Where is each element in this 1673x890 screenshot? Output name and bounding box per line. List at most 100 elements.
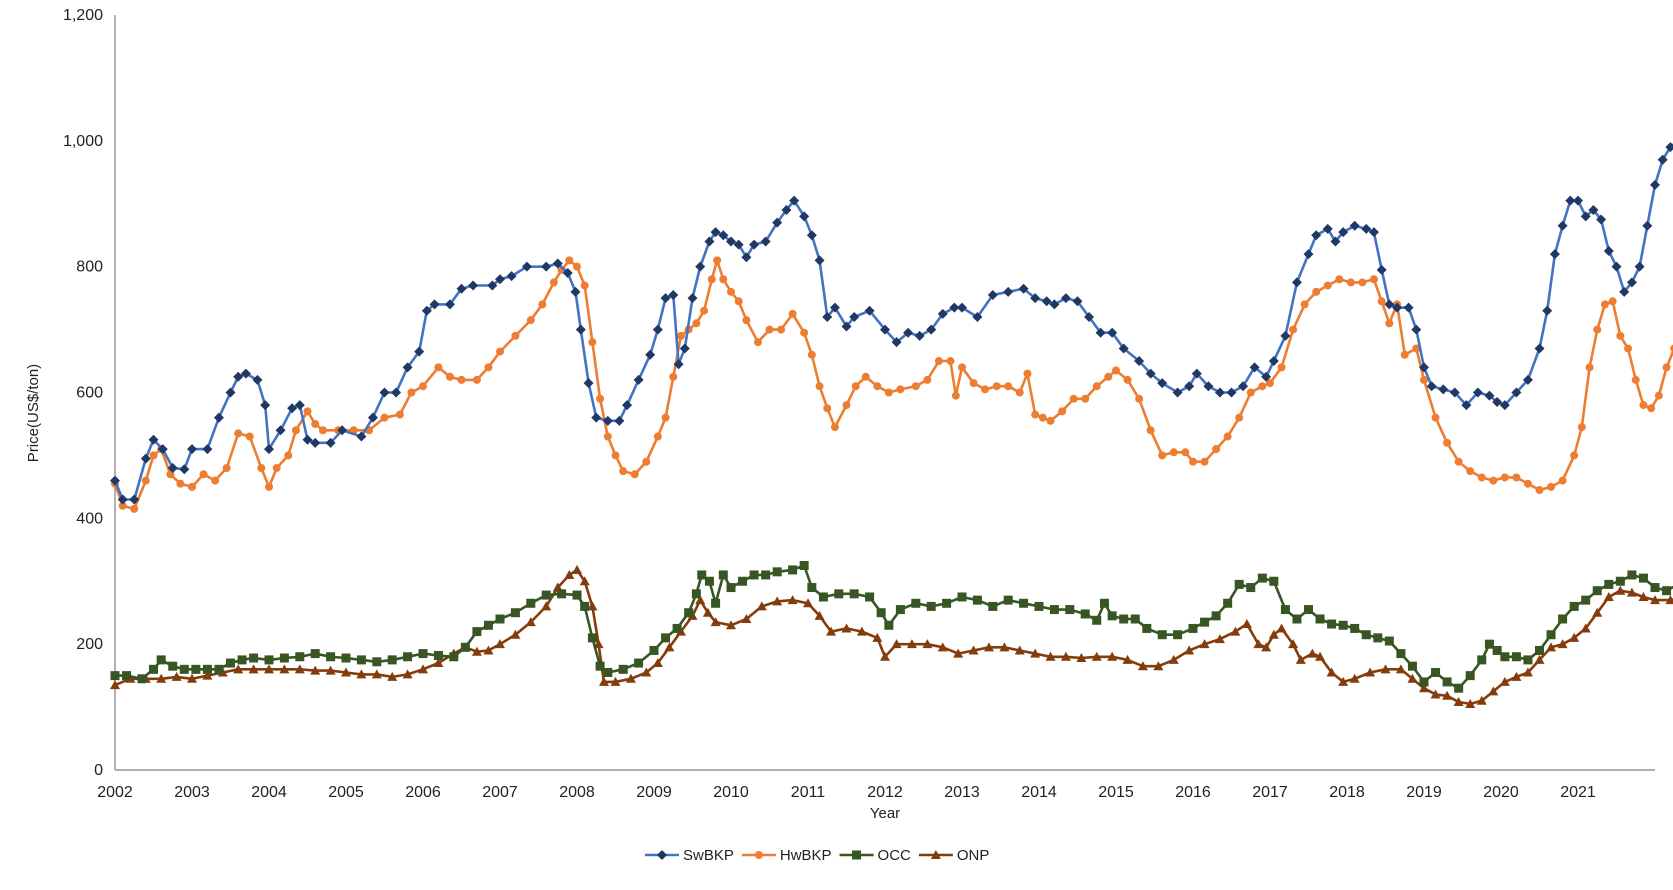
data-point-occ	[495, 614, 505, 624]
data-point-onp	[1453, 697, 1464, 707]
data-point-swbkp	[167, 463, 178, 473]
data-point-hwbkp	[1377, 297, 1386, 306]
data-point-swbkp	[1403, 302, 1414, 313]
data-point-hwbkp	[1647, 404, 1656, 413]
data-point-hwbkp	[596, 394, 605, 403]
data-point-swbkp	[1499, 400, 1510, 411]
data-point-swbkp	[402, 362, 413, 373]
data-point-hwbkp	[1489, 476, 1498, 485]
data-point-swbkp	[325, 437, 336, 448]
data-point-onp	[587, 601, 598, 611]
data-point-occ	[1484, 639, 1494, 649]
data-point-hwbkp	[1420, 375, 1428, 384]
y-tick-label: 400	[76, 510, 103, 527]
data-point-swbkp	[1472, 387, 1483, 398]
data-point-swbkp	[225, 387, 236, 398]
x-tick-label: 2008	[559, 784, 595, 801]
data-point-swbkp	[781, 205, 792, 216]
data-point-occ	[1373, 633, 1383, 643]
data-point-hwbkp	[1212, 445, 1221, 454]
data-point-hwbkp	[1046, 416, 1055, 425]
data-point-occ	[1234, 579, 1244, 589]
data-point-swbkp	[1191, 368, 1202, 379]
data-point-swbkp	[1611, 261, 1622, 272]
data-point-swbkp	[444, 299, 455, 310]
data-point-hwbkp	[318, 426, 327, 435]
data-point-swbkp	[294, 400, 305, 411]
data-point-occ	[1080, 609, 1090, 619]
data-point-swbkp	[1203, 381, 1214, 392]
data-point-onp	[1315, 651, 1326, 661]
data-point-hwbkp	[727, 287, 735, 296]
data-point-swbkp	[1107, 327, 1118, 338]
data-point-occ	[865, 592, 875, 602]
data-point-swbkp	[179, 464, 190, 475]
data-point-occ	[697, 570, 707, 580]
y-tick-label: 800	[76, 259, 103, 276]
data-point-swbkp	[733, 239, 744, 250]
data-point-occ	[572, 590, 582, 600]
data-point-swbkp	[187, 444, 197, 455]
data-point-occ	[449, 652, 459, 662]
data-point-swbkp	[652, 324, 663, 335]
legend-marker-occ	[852, 850, 862, 860]
data-point-swbkp	[148, 434, 159, 445]
data-point-swbkp	[1291, 277, 1302, 288]
data-point-swbkp	[1492, 396, 1503, 407]
data-point-hwbkp	[1169, 448, 1178, 457]
data-point-occ	[1099, 598, 1109, 608]
data-point-onp	[1522, 667, 1533, 677]
x-tick-label: 2012	[867, 784, 903, 801]
data-point-hwbkp	[1593, 325, 1602, 334]
data-point-swbkp	[660, 293, 671, 304]
data-point-onp	[695, 595, 706, 605]
data-point-onp	[1365, 667, 1376, 677]
y-tick-label: 0	[94, 762, 103, 779]
x-tick-label: 2019	[1406, 784, 1442, 801]
legend: SwBKP HwBKP OCC ONP	[645, 847, 989, 864]
data-point-swbkp	[864, 305, 875, 316]
data-point-swbkp	[1118, 343, 1129, 354]
data-point-swbkp	[310, 437, 321, 448]
data-point-occ	[1638, 573, 1648, 583]
data-point-hwbkp	[496, 347, 504, 356]
data-point-swbkp	[806, 230, 817, 241]
data-point-occ	[483, 620, 493, 630]
data-point-hwbkp	[669, 372, 678, 381]
data-point-onp	[1184, 645, 1195, 655]
data-point-swbkp	[468, 280, 479, 291]
data-point-swbkp	[614, 415, 625, 426]
data-point-occ	[1569, 601, 1579, 611]
data-point-occ	[1338, 620, 1348, 630]
data-point-swbkp	[1214, 387, 1225, 398]
data-point-swbkp	[645, 349, 656, 360]
data-point-hwbkp	[630, 470, 639, 479]
data-point-occ	[1419, 677, 1429, 687]
data-point-onp	[999, 642, 1010, 652]
data-point-onp	[1214, 634, 1225, 644]
data-point-swbkp	[772, 217, 783, 228]
data-point-occ	[1211, 611, 1221, 621]
data-point-swbkp	[337, 425, 348, 436]
data-point-onp	[953, 648, 964, 658]
data-point-swbkp	[633, 374, 644, 385]
data-point-onp	[1137, 661, 1148, 671]
x-tick-label: 2015	[1098, 784, 1134, 801]
data-point-onp	[1557, 639, 1568, 649]
x-tick-label: 2018	[1329, 784, 1365, 801]
data-point-hwbkp	[580, 281, 589, 290]
data-point-onp	[1107, 651, 1118, 661]
data-point-swbkp	[591, 412, 602, 423]
data-point-hwbkp	[257, 464, 266, 472]
data-point-swbkp	[749, 239, 760, 250]
data-point-swbkp	[157, 444, 168, 455]
data-point-swbkp	[1411, 324, 1422, 335]
data-point-hwbkp	[692, 319, 701, 328]
data-point-hwbkp	[549, 278, 558, 287]
data-point-hwbkp	[807, 350, 816, 359]
data-point-occ	[179, 664, 189, 674]
data-point-hwbkp	[222, 464, 231, 472]
legend-label-occ: OCC	[878, 847, 912, 864]
data-point-swbkp	[1642, 220, 1653, 231]
x-tick-label: 2014	[1021, 784, 1057, 801]
